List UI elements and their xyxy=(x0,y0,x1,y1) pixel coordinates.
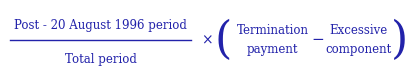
Text: −: − xyxy=(310,33,324,47)
Text: Post - 20 August 1996 period: Post - 20 August 1996 period xyxy=(14,19,187,32)
Text: (: ( xyxy=(214,18,231,62)
Text: Excessive
component: Excessive component xyxy=(325,24,391,56)
Text: ×: × xyxy=(201,33,212,47)
Text: Termination
payment: Termination payment xyxy=(236,24,308,56)
Text: Total period: Total period xyxy=(64,53,136,66)
Text: ): ) xyxy=(390,18,407,62)
